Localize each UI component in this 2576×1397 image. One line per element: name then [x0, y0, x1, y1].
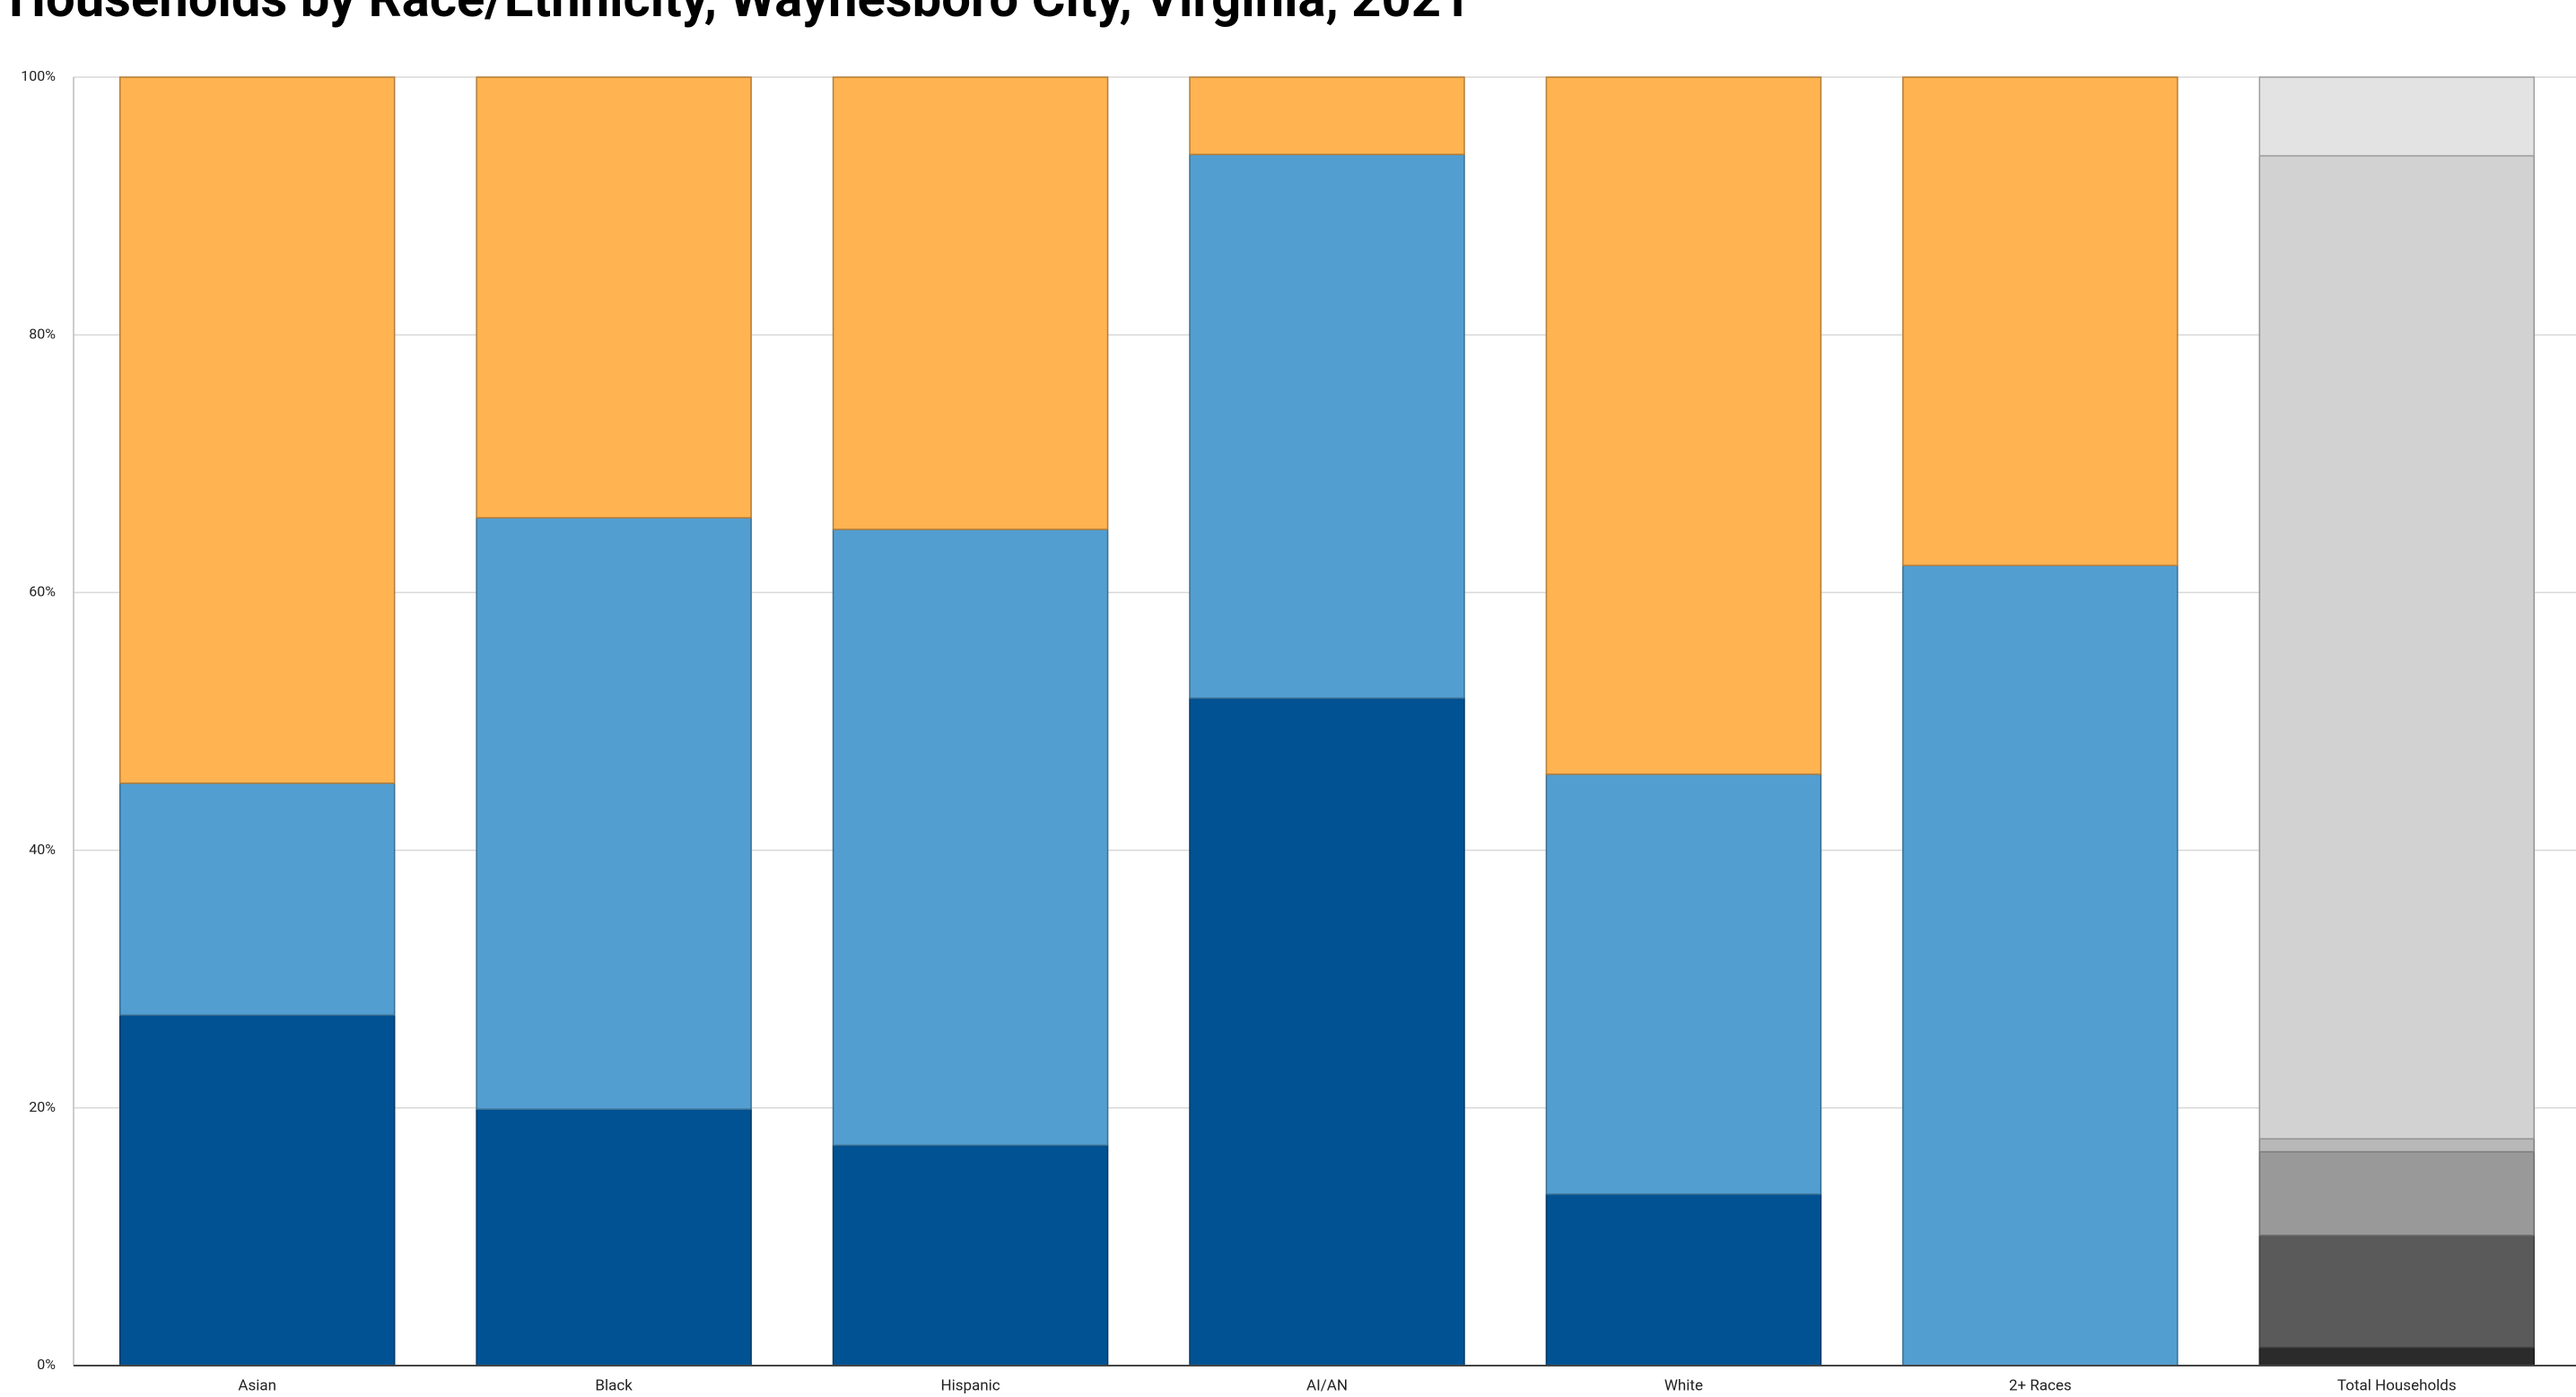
bar-segment [1189, 153, 1465, 699]
bar-segment [476, 76, 752, 519]
y-tick-label: 80% [29, 325, 56, 342]
bar-segment [476, 517, 752, 1110]
chart-title: Households by Race/Ethnicity, Waynesboro… [9, 0, 1471, 30]
x-tick-label: Total Households [2337, 1376, 2457, 1394]
x-tick-label: Asian [238, 1376, 276, 1394]
bar-segment [832, 1144, 1109, 1366]
bar-segment [1189, 76, 1465, 155]
bar-segment [118, 782, 396, 1017]
bar-segment [1545, 1193, 1822, 1366]
y-tick-label: 40% [29, 841, 56, 858]
y-tick-label: 60% [29, 583, 56, 600]
bar-segment [2258, 154, 2536, 1140]
y-tick-label: 0% [37, 1356, 56, 1373]
bar-segment [118, 76, 396, 784]
bar-segment [2258, 1150, 2536, 1236]
x-tick-label: Black [595, 1376, 633, 1394]
x-tick-label: White [1664, 1376, 1703, 1394]
x-tick-label: 2+ Races [2009, 1376, 2072, 1394]
bar-segment [476, 1108, 752, 1366]
bar-segment [1902, 564, 2179, 1366]
x-tick-label: Hispanic [940, 1376, 1000, 1394]
bar-segment [2258, 1347, 2536, 1366]
bar-segment [2258, 1138, 2536, 1153]
bar-segment [1545, 773, 1822, 1195]
y-tick-label: 100% [21, 67, 56, 84]
bar-segment [118, 1014, 396, 1366]
bar-segment [832, 76, 1109, 530]
y-tick-label: 20% [29, 1098, 56, 1115]
bar-segment [2258, 76, 2536, 157]
x-tick-label: AI/AN [1306, 1376, 1348, 1394]
bar-segment [1189, 697, 1465, 1366]
bar-segment [2258, 1235, 2536, 1349]
bar-segment [832, 528, 1109, 1147]
bar-segment [1545, 76, 1822, 775]
bar-segment [1902, 76, 2179, 566]
